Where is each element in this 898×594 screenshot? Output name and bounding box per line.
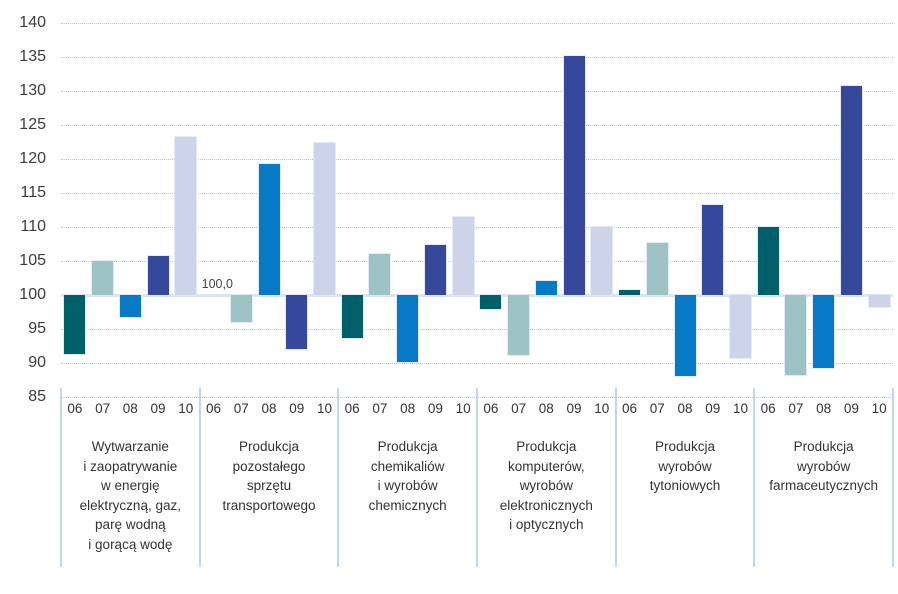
bar-g3-08 <box>397 295 419 363</box>
year-label-g6-06: 06 <box>760 401 776 416</box>
y-tick-label: 110 <box>20 218 46 235</box>
year-label-g1-06: 06 <box>67 401 83 416</box>
bar-g6-08 <box>813 295 835 369</box>
bar-g5-09 <box>702 204 724 295</box>
y-tick-label: 105 <box>19 252 46 269</box>
year-label-g4-09: 09 <box>566 401 582 416</box>
year-label-g1-09: 09 <box>150 401 166 416</box>
y-tick-label: 115 <box>20 184 46 201</box>
group-caption-4: Produkcja komputerów, wyrobów elektronic… <box>499 439 593 532</box>
bar-g6-09 <box>840 86 862 295</box>
year-label-g6-07: 07 <box>788 401 804 416</box>
group-separator-3 <box>476 388 478 567</box>
baseline-annotation: 100,0 <box>201 277 233 291</box>
bar-g3-06 <box>341 295 363 338</box>
y-tick-label: 120 <box>19 150 46 167</box>
year-label-g5-09: 09 <box>705 401 721 416</box>
y-tick-label: 135 <box>19 48 46 65</box>
bar-g4-07 <box>508 295 530 355</box>
year-label-g3-08: 08 <box>400 401 416 416</box>
year-label-g4-06: 06 <box>483 401 499 416</box>
bar-g6-06 <box>757 227 779 295</box>
year-label-g2-06: 06 <box>206 401 222 416</box>
year-label-g3-06: 06 <box>344 401 360 416</box>
year-label-g5-08: 08 <box>677 401 693 416</box>
gridline-95 <box>61 329 893 330</box>
gridline-135 <box>61 57 893 58</box>
y-tick-label: 130 <box>19 82 46 99</box>
gridline-115 <box>61 193 893 194</box>
year-label-g3-07: 07 <box>372 401 388 416</box>
bar-g1-07 <box>92 261 114 295</box>
gridline-140 <box>61 23 893 24</box>
y-tick-label: 125 <box>19 116 46 133</box>
year-label-g1-07: 07 <box>95 401 111 416</box>
bar-g4-09 <box>563 55 585 295</box>
group-caption-5: Produkcja wyrobów tytoniowych <box>649 439 721 493</box>
bar-g4-10 <box>591 227 613 295</box>
y-tick-label: 95 <box>28 320 46 337</box>
bar-g3-07 <box>369 254 391 295</box>
year-label-g6-08: 08 <box>816 401 832 416</box>
year-label-g5-10: 10 <box>732 401 748 416</box>
year-label-g5-07: 07 <box>649 401 665 416</box>
gridline-110 <box>61 227 893 228</box>
bar-g5-06 <box>619 289 641 295</box>
bar-g3-09 <box>424 244 446 295</box>
year-label-g1-08: 08 <box>122 401 138 416</box>
bar-g5-10 <box>729 295 751 359</box>
gridline-105 <box>61 261 893 262</box>
group-separator-0 <box>60 388 62 567</box>
bar-g2-10 <box>313 142 335 295</box>
year-label-g3-09: 09 <box>427 401 443 416</box>
gridline-120 <box>61 159 893 160</box>
year-label-g1-10: 10 <box>178 401 194 416</box>
bar-g1-09 <box>147 255 169 295</box>
gridline-125 <box>61 125 893 126</box>
year-label-g2-07: 07 <box>233 401 249 416</box>
year-label-g3-10: 10 <box>455 401 471 416</box>
bar-g6-10 <box>868 295 890 307</box>
gridline-130 <box>61 91 893 92</box>
baseline-100 <box>61 293 893 297</box>
year-label-g2-09: 09 <box>289 401 305 416</box>
bar-g2-07 <box>230 295 252 322</box>
group-separator-4 <box>614 388 617 567</box>
year-label-g4-07: 07 <box>511 401 527 416</box>
bar-g6-07 <box>785 295 807 375</box>
bar-g4-06 <box>480 295 502 310</box>
year-label-g4-08: 08 <box>538 401 554 416</box>
year-label-g2-10: 10 <box>316 401 332 416</box>
group-separator-1 <box>198 388 201 567</box>
bar-g1-08 <box>119 295 141 317</box>
bar-g1-10 <box>175 136 197 295</box>
year-label-g6-09: 09 <box>843 401 859 416</box>
year-label-g6-10: 10 <box>871 401 887 416</box>
year-label-g2-08: 08 <box>261 401 277 416</box>
y-tick-label: 85 <box>28 388 46 405</box>
bar-g5-08 <box>674 295 696 376</box>
y-tick-label: 140 <box>19 14 46 31</box>
year-label-g5-06: 06 <box>622 401 638 416</box>
group-caption-1: Wytwarzanie i zaopatrywanie w energię el… <box>79 439 181 552</box>
group-caption-3: Produkcja chemikaliów i wyrobów chemiczn… <box>368 439 447 513</box>
group-caption-6: Produkcja wyrobów farmaceutycznych <box>769 439 879 493</box>
y-tick-label: 90 <box>28 354 46 371</box>
bar-g3-10 <box>452 217 474 295</box>
group-separator-2 <box>337 388 340 567</box>
bar-g5-07 <box>646 243 668 295</box>
group-caption-2: Produkcja pozostałego sprzętu transporto… <box>222 439 316 513</box>
bar-g2-09 <box>286 295 308 349</box>
group-separator-6 <box>892 388 894 567</box>
bar-g2-08 <box>258 164 280 295</box>
gridline-90 <box>61 363 893 364</box>
year-label-g4-10: 10 <box>594 401 610 416</box>
bar-g1-06 <box>64 295 86 355</box>
group-separator-5 <box>753 388 756 567</box>
y-tick-label: 100 <box>19 286 46 303</box>
bar-g4-08 <box>535 281 557 295</box>
